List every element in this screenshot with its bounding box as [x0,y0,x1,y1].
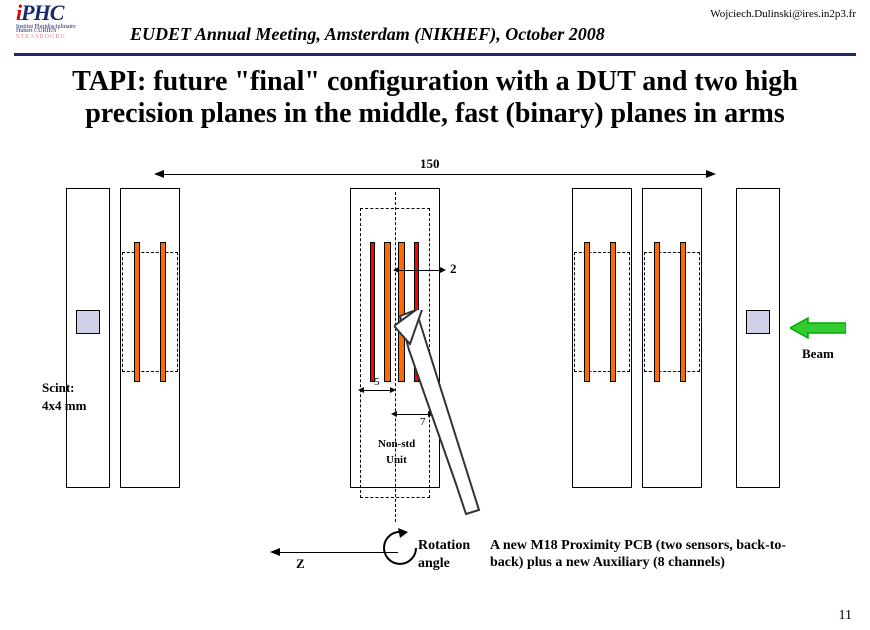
dim-5-arrow-l [358,387,364,393]
dim-150-label: 150 [420,156,440,172]
rot-label1: Rotation [418,538,470,554]
rot-label2: angle [418,556,450,572]
plane-r4 [680,242,686,382]
scint-label1: Scint: [42,380,75,396]
logo: iPHC Institut Pluridisciplinaire Hubert … [16,0,112,40]
page-number: 11 [839,608,852,624]
page-title: TAPI: future "final" configuration with … [40,66,830,130]
scint-left [76,310,100,334]
logo-sub3: STRASBOURG [16,34,112,40]
plane-r1 [584,242,590,382]
dim-150-arrow-l [154,170,164,178]
header: iPHC Institut Pluridisciplinaire Hubert … [14,0,856,56]
plane-l2 [160,242,166,382]
plane-mid-red-l [370,242,375,382]
meeting-title: EUDET Annual Meeting, Amsterdam (NIKHEF)… [130,24,605,45]
beam-label: Beam [802,346,834,362]
dim-2-label: 2 [450,261,457,277]
dim-2-line [397,270,443,271]
dim-150-arrow-r [706,170,716,178]
scint-right [746,310,770,334]
z-axis-arrow [270,548,280,556]
plane-r3 [654,242,660,382]
dim-5-line [362,390,392,391]
pointer-arrow-icon [394,310,484,540]
unit-1 [66,188,110,488]
plane-l1 [134,242,140,382]
dim-2-arrow-l [393,267,399,273]
diagram: 150 2 5 7 Non-std Unit Scint: 4x4 mm [0,160,870,580]
dashed-4 [644,252,700,372]
dim-150-line [160,174,710,175]
dim-2-arrow-r [440,267,446,273]
dim-5-label: 5 [374,376,380,388]
dashed-2 [122,252,178,372]
beam-arrow-icon [790,316,846,340]
z-label: Z [296,556,305,572]
email: Wojciech.Dulinski@ires.in2p3.fr [710,8,856,20]
scint-label2: 4x4 mm [42,398,86,414]
plane-r2 [610,242,616,382]
unit-5 [736,188,780,488]
plane-mid-o1 [384,242,391,382]
dashed-3 [574,252,630,372]
pcb-text: A new M18 Proximity PCB (two sensors, ba… [490,538,850,572]
